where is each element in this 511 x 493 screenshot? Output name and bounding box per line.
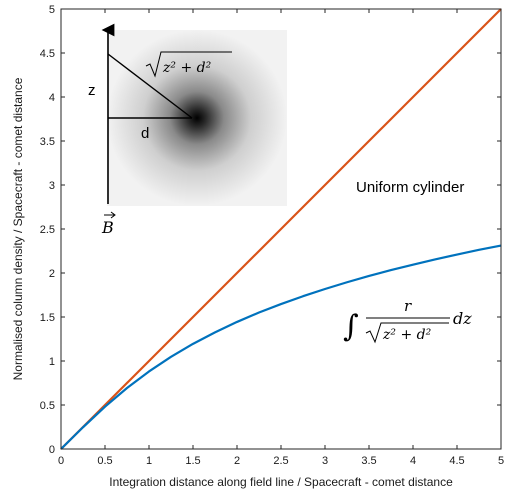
y-tick-label: 2 bbox=[49, 268, 55, 280]
y-tick-label: 5 bbox=[49, 4, 55, 16]
y-tick-label: 1 bbox=[49, 356, 55, 368]
inset-b-field-label: B bbox=[101, 211, 116, 237]
y-tick-label: 4.5 bbox=[40, 48, 55, 60]
integral-numerator: r bbox=[404, 297, 412, 315]
uniform-cylinder-label: Uniform cylinder bbox=[356, 179, 464, 196]
series-line-integral bbox=[60, 244, 502, 450]
integral-denominator: z² + d² bbox=[382, 327, 432, 343]
x-tick-label: 3.5 bbox=[361, 455, 376, 467]
inset-diagram: z d z² + d² B bbox=[88, 23, 287, 237]
y-tick-label: 4 bbox=[49, 92, 55, 104]
inset-hypotenuse-label: z² + d² bbox=[145, 51, 232, 78]
y-tick-label: 2.5 bbox=[40, 224, 55, 236]
y-tick-label: 1.5 bbox=[40, 312, 55, 324]
x-axis-label: Integration distance along field line / … bbox=[109, 475, 453, 489]
svg-text:z² + d²: z² + d² bbox=[162, 60, 212, 76]
integral-formula: ∫ r z² + d² dz bbox=[343, 297, 472, 344]
x-tick-label: 2.5 bbox=[273, 455, 288, 467]
inset-z-label: z bbox=[88, 82, 96, 99]
x-tick-label: 3 bbox=[322, 455, 328, 467]
x-tick-label: 4 bbox=[410, 455, 416, 467]
x-tick-label: 0 bbox=[58, 455, 64, 467]
y-tick-label: 0 bbox=[49, 444, 55, 456]
y-tick-label: 3 bbox=[49, 180, 55, 192]
x-tick-label: 1.5 bbox=[185, 455, 200, 467]
inset-d-label: d bbox=[141, 125, 149, 142]
x-tick-label: 2 bbox=[234, 455, 240, 467]
integral-sqrt bbox=[365, 322, 449, 344]
x-tick-label: 5 bbox=[498, 455, 504, 467]
x-tick-label: 0.5 bbox=[97, 455, 112, 467]
y-axis-label: Normalised column density / Spacecraft -… bbox=[11, 77, 25, 380]
integral-sign: ∫ bbox=[343, 309, 359, 344]
integral-dz: dz bbox=[453, 309, 472, 328]
x-tick-label: 1 bbox=[146, 455, 152, 467]
inset-hypotenuse-line bbox=[107, 53, 193, 119]
y-tick-label: 0.5 bbox=[40, 400, 55, 412]
svg-text:B: B bbox=[101, 218, 114, 237]
series-line-uniform-cylinder bbox=[60, 8, 502, 450]
x-tick-label: 4.5 bbox=[449, 455, 464, 467]
y-tick-label: 3.5 bbox=[40, 136, 55, 148]
